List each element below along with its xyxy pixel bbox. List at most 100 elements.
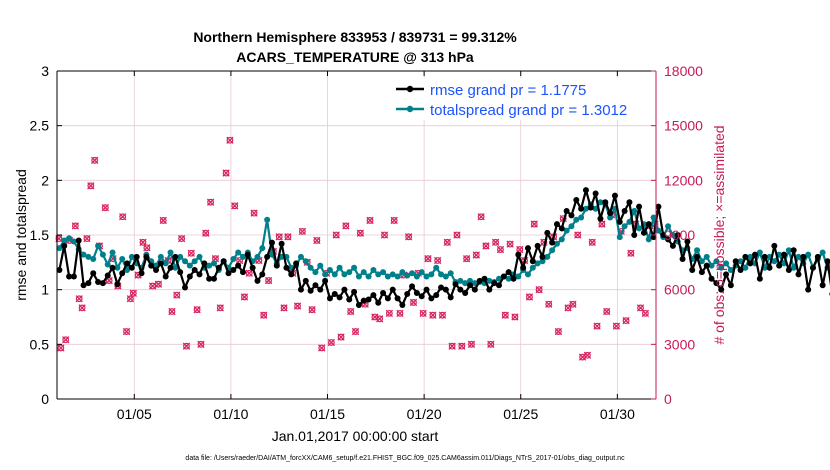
rmse-point-109 — [582, 187, 589, 194]
obs-possible-marker-64 — [352, 328, 359, 335]
totalspread-point-99 — [534, 260, 541, 267]
totalspread-point-61 — [351, 264, 358, 271]
y-left-tick-label-0: 0 — [41, 391, 49, 407]
rmse-point-75 — [418, 293, 425, 300]
rmse-point-59 — [341, 286, 348, 293]
obs-assimilated-marker-22 — [148, 282, 157, 290]
totalspread-point-89 — [486, 277, 493, 284]
rmse-point-105 — [563, 207, 570, 214]
totalspread-point-141 — [737, 258, 744, 265]
obs-possible-marker-114 — [593, 322, 601, 330]
obs-assimilated-marker-29 — [182, 342, 191, 350]
obs-assimilated-marker-98 — [516, 245, 524, 254]
obs-possible-marker-5 — [75, 295, 83, 303]
totalspread-point-152 — [790, 264, 797, 271]
y-left-tick-label-1: 0.5 — [30, 336, 50, 352]
totalspread-point-25 — [177, 253, 184, 260]
rmse-point-148 — [771, 242, 778, 249]
obs-possible-marker-71 — [385, 309, 393, 317]
obs-assimilated-marker-104 — [545, 300, 553, 308]
rmse-point-30 — [201, 260, 208, 267]
obs-possible-marker-28 — [178, 235, 186, 243]
totalspread-point-103 — [553, 240, 560, 247]
obs-assimilated-marker-21 — [143, 244, 151, 252]
totalspread-point-37 — [235, 249, 242, 256]
obs-assimilated-marker-37 — [222, 169, 230, 177]
rmse-point-115 — [611, 192, 618, 199]
rmse-point-49 — [293, 260, 300, 267]
obs-possible-marker-48 — [275, 233, 283, 241]
totalspread-point-114 — [607, 214, 614, 221]
obs-possible-marker-60 — [332, 231, 340, 239]
obs-assimilated-marker-48 — [275, 233, 283, 241]
obs-possible-marker-82 — [439, 311, 446, 319]
rmse-point-18 — [143, 253, 150, 260]
obs-assimilated-marker-83 — [443, 238, 451, 246]
totalspread-point-6 — [85, 253, 92, 260]
obs-assimilated-marker-56 — [313, 236, 321, 245]
rmse-point-76 — [423, 286, 430, 293]
obs-possible-marker-50 — [284, 233, 292, 241]
totalspread-point-134 — [703, 253, 710, 260]
rmse-point-144 — [752, 251, 759, 258]
rmse-point-134 — [703, 262, 710, 269]
obs-possible-marker-109 — [569, 300, 577, 308]
rmse-point-3 — [70, 273, 77, 280]
legend-rmse-marker — [406, 85, 414, 93]
totalspread-point-95 — [515, 273, 522, 280]
obs-assimilated-marker-110 — [574, 231, 582, 239]
y-left-tick-label-4: 2 — [41, 172, 49, 188]
obs-assimilated-marker-118 — [612, 322, 621, 330]
rmse-point-61 — [351, 288, 358, 295]
obs-assimilated-marker-1 — [57, 344, 65, 352]
obs-possible-marker-79 — [424, 255, 432, 263]
rmse-point-147 — [766, 264, 773, 271]
rmse-point-33 — [215, 264, 222, 271]
y-axis-left-label: rmse and totalspread — [13, 169, 29, 301]
totalspread-point-52 — [307, 264, 314, 271]
obs-assimilated-marker-64 — [351, 327, 360, 336]
totalspread-point-24 — [172, 264, 179, 271]
totalspread-point-27 — [186, 262, 193, 269]
rmse-point-63 — [360, 297, 367, 304]
obs-assimilated-marker-70 — [380, 231, 389, 239]
obs-possible-marker-87 — [463, 255, 471, 263]
obs-assimilated-marker-26 — [168, 307, 176, 316]
rmse-point-85 — [467, 282, 474, 289]
totalspread-point-86 — [471, 280, 478, 287]
obs-assimilated-marker-82 — [438, 311, 447, 319]
obs-possible-marker-97 — [511, 313, 519, 321]
rmse-point-7 — [90, 270, 97, 277]
rmse-point-21 — [157, 260, 164, 267]
rmse-point-137 — [718, 286, 725, 293]
rmse-point-11 — [109, 264, 116, 271]
obs-possible-marker-45 — [260, 311, 268, 319]
obs-possible-marker-37 — [222, 169, 230, 177]
rmse-point-12 — [114, 281, 121, 288]
obs-possible-marker-106 — [555, 328, 562, 335]
obs-possible-marker-11 — [101, 204, 109, 212]
rmse-point-113 — [602, 199, 609, 206]
obs-possible-marker-52 — [294, 302, 301, 310]
y-right-tick-label-2: 6000 — [664, 282, 695, 298]
obs-possible-marker-95 — [501, 311, 509, 319]
totalspread-point-36 — [230, 256, 237, 263]
obs-possible-marker-62 — [342, 222, 350, 230]
rmse-point-155 — [805, 286, 812, 293]
y-left-tick-label-3: 1.5 — [30, 227, 50, 243]
obs-assimilated-marker-101 — [530, 220, 538, 228]
obs-assimilated-marker-57 — [318, 344, 326, 352]
obs-assimilated-marker-42 — [245, 269, 253, 277]
totalspread-point-78 — [433, 264, 440, 271]
obs-possible-marker-76 — [410, 299, 417, 306]
totalspread-point-84 — [462, 280, 469, 287]
totalspread-point-74 — [413, 273, 420, 280]
rmse-point-154 — [800, 253, 807, 260]
y-left-tick-label-2: 1 — [41, 282, 49, 298]
chart-title-line2: ACARS_TEMPERATURE @ 313 hPa — [236, 49, 474, 65]
obs-assimilated-marker-69 — [376, 315, 384, 323]
y-right-tick-label-6: 18000 — [664, 63, 703, 79]
series-lines — [56, 187, 830, 308]
obs-assimilated-marker-63 — [347, 307, 355, 316]
